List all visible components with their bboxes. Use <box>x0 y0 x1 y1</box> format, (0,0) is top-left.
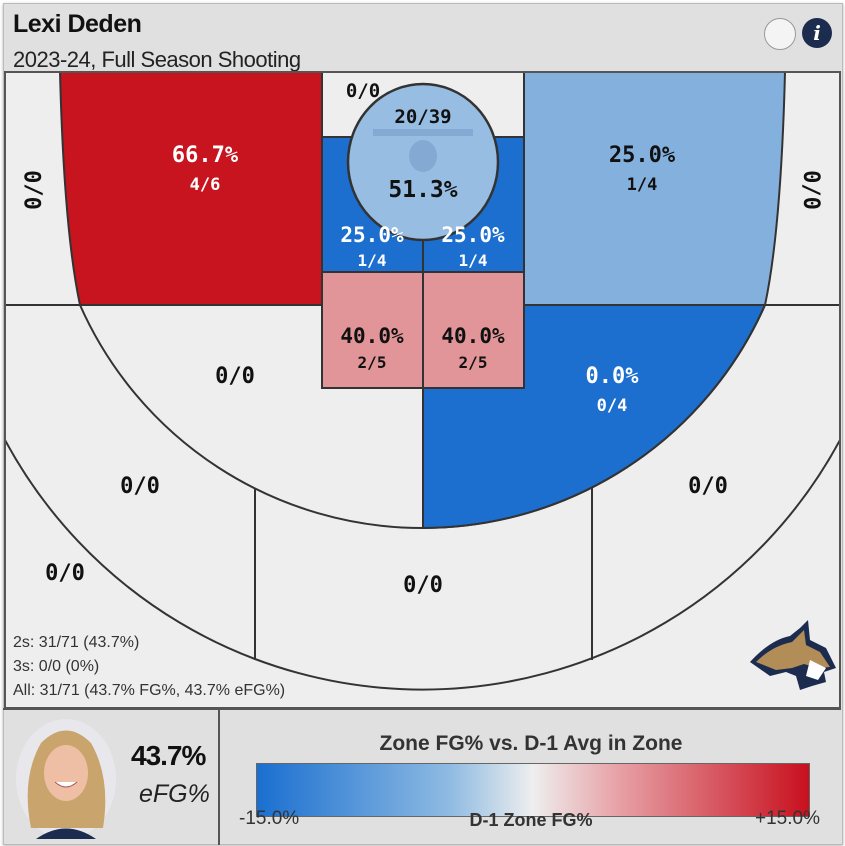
zone-made: 1/4 <box>627 175 658 195</box>
zone-lower-paint-right[interactable] <box>422 271 525 389</box>
zone-made: 2/5 <box>358 353 387 372</box>
zone-label: 0/0 <box>22 170 47 210</box>
legend-mid: D-1 Zone FG% <box>469 810 593 830</box>
zone-pct: 40.0% <box>441 324 505 348</box>
zone-made: 0/4 <box>597 396 628 416</box>
divider <box>218 710 220 845</box>
legend-min: -15.0% <box>239 808 300 829</box>
zone-made: 2/5 <box>459 353 488 372</box>
zone-right-wing-mid[interactable] <box>523 72 787 306</box>
stats-twos: 2s: 31/71 (43.7%) <box>13 634 140 651</box>
zone-lower-paint-left[interactable] <box>321 271 424 389</box>
zone-made: 1/4 <box>459 251 488 270</box>
zone-made: 4/6 <box>190 175 221 195</box>
zone-pct: 66.7% <box>172 143 239 168</box>
zone-made: 20/39 <box>394 106 451 128</box>
zone-label: 0/0 <box>215 364 255 389</box>
player-photo <box>16 719 116 839</box>
info-button[interactable]: i <box>802 18 832 48</box>
zone-pct: 40.0% <box>340 324 404 348</box>
zone-pct: 25.0% <box>340 223 404 247</box>
efg-value: 43.7% <box>131 740 206 771</box>
zone-label: 0/0 <box>798 170 823 210</box>
summary-panel: 43.7% eFG% Zone FG% vs. D-1 Avg in Zone … <box>3 708 841 845</box>
zone-label: 0/0 <box>688 474 728 499</box>
rim-icon <box>409 140 437 172</box>
zone-label: 0/0 <box>346 80 380 102</box>
zone-pct: 51.3% <box>388 177 457 203</box>
legend-gradient-bar <box>256 763 810 817</box>
stats-threes: 3s: 0/0 (0%) <box>13 658 100 675</box>
efg-label: eFG% <box>139 780 210 808</box>
toggle-button[interactable] <box>764 18 796 50</box>
zone-pct: 25.0% <box>609 143 676 168</box>
team-logo-bobcat-icon <box>750 620 836 690</box>
zone-pct: 0.0% <box>586 364 640 389</box>
player-name: Lexi Deden <box>13 10 142 38</box>
season-subtitle: 2023-24, Full Season Shooting <box>13 47 301 72</box>
zone-label: 0/0 <box>403 573 443 598</box>
zone-label: 0/0 <box>45 561 85 586</box>
zone-label: 0/0 <box>120 474 160 499</box>
legend-max: +15.0% <box>755 808 820 829</box>
zone-pct: 25.0% <box>441 223 505 247</box>
midrange-arc <box>79 304 766 530</box>
legend-title: Zone FG% vs. D-1 Avg in Zone <box>379 732 683 755</box>
zone-made: 1/4 <box>358 251 387 270</box>
stats-all: All: 31/71 (43.7% FG%, 43.7% eFG%) <box>13 682 286 699</box>
backboard-icon <box>373 129 473 136</box>
three-point-arc <box>5 439 840 691</box>
